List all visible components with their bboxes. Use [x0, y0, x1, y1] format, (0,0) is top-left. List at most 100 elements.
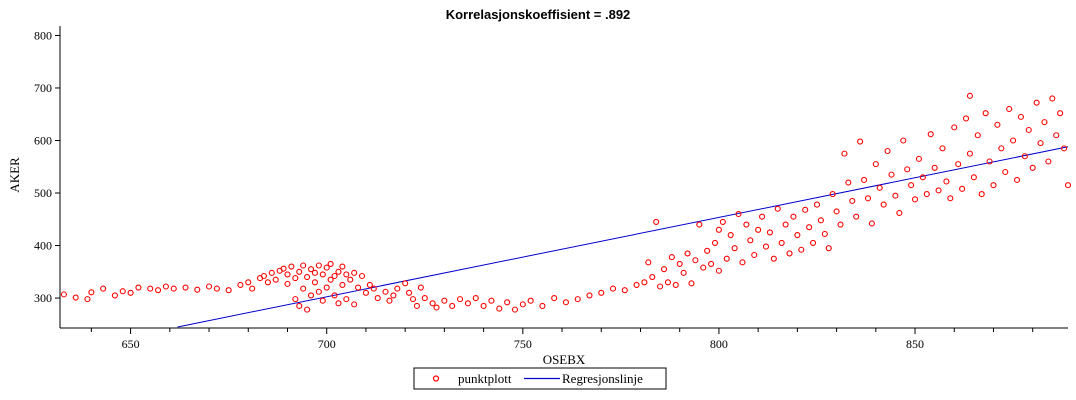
scatter-point	[817, 217, 824, 224]
scatter-point	[755, 226, 762, 233]
scatter-point	[982, 110, 989, 117]
scatter-point	[433, 304, 440, 311]
scatter-point	[896, 209, 903, 217]
scatter-point	[778, 239, 785, 246]
scatter-point	[429, 300, 436, 307]
scatter-point	[135, 284, 142, 291]
scatter-point	[762, 243, 770, 250]
scatter-point	[402, 280, 409, 287]
scatter-point	[311, 279, 318, 286]
scatter-point	[472, 295, 479, 302]
y-tick-label: 800	[34, 28, 52, 42]
scatter-point	[284, 271, 291, 278]
scatter-point	[362, 289, 369, 296]
scatter-point	[939, 145, 946, 152]
scatter-point	[884, 147, 891, 155]
scatter-point	[1029, 164, 1036, 171]
scatter-point	[421, 295, 428, 302]
scatter-point	[947, 195, 954, 202]
scatter-point	[339, 263, 346, 270]
scatter-point	[864, 195, 872, 202]
scatter-point	[970, 174, 977, 181]
scatter-point	[711, 239, 719, 246]
scatter-point	[304, 306, 311, 313]
scatter-point	[162, 283, 169, 290]
scatter-point	[292, 296, 299, 303]
scatter-point	[323, 264, 330, 271]
scatter-point	[692, 257, 699, 264]
scatter-point	[84, 296, 91, 303]
scatter-point	[727, 231, 734, 239]
scatter-point	[457, 296, 464, 303]
scatter-point	[790, 213, 797, 220]
scatter-point	[1064, 182, 1072, 189]
scatter-point	[684, 250, 691, 257]
scatter-point	[700, 264, 707, 271]
scatter-point	[990, 182, 997, 189]
legend-label-regresjonslinje: Regresjonslinje	[562, 371, 643, 386]
scatter-point	[225, 287, 232, 294]
scatter-point	[343, 296, 350, 303]
scatter-point	[966, 92, 973, 99]
scatter-point	[911, 196, 919, 203]
scatter-point	[806, 224, 813, 231]
scatter-point	[802, 206, 809, 213]
x-tick-label: 750	[514, 337, 532, 351]
scatter-point	[284, 280, 291, 287]
scatter-point	[986, 158, 993, 165]
scatter-point	[351, 301, 358, 308]
scatter-point	[339, 281, 346, 288]
scatter-point	[825, 245, 832, 252]
scatter-point	[719, 218, 726, 225]
scatter-point	[296, 302, 303, 309]
chart-title: Korrelasjonskoeffisient = .892	[446, 7, 631, 22]
scatter-point	[409, 296, 417, 303]
scatter-point	[260, 272, 268, 280]
scatter-point	[1006, 105, 1013, 113]
scatter-point	[417, 284, 424, 291]
scatter-point	[119, 288, 126, 295]
scatter-point	[1002, 168, 1009, 176]
scatter-point	[872, 161, 879, 168]
scatter-point	[837, 221, 844, 228]
scatter-point	[743, 221, 750, 228]
scatter-point	[264, 279, 271, 286]
scatter-point	[394, 285, 401, 292]
scatter-point	[311, 269, 318, 276]
scatter-point	[739, 259, 746, 266]
scatter-point	[358, 272, 366, 280]
scatter-point	[307, 266, 315, 273]
scatter-point	[774, 205, 781, 212]
scatter-point	[849, 197, 856, 204]
scatter-point	[304, 274, 311, 281]
scatter-point	[1017, 113, 1024, 120]
scatter-point	[829, 191, 836, 198]
scatter-point	[919, 174, 926, 181]
scatter-point	[609, 285, 617, 292]
scatter-point	[213, 285, 220, 292]
scatter-point	[300, 285, 307, 292]
scatter-point	[735, 210, 742, 218]
scatter-point	[127, 289, 134, 296]
scatter-point	[1021, 153, 1028, 160]
scatter-point	[100, 285, 107, 292]
scatter-point	[641, 279, 648, 286]
scatter-point	[586, 292, 593, 299]
scatter-point	[841, 150, 848, 157]
scatter-point	[649, 274, 656, 281]
scatter-point	[821, 230, 828, 238]
scatter-point	[766, 229, 773, 236]
scatter-point	[672, 281, 679, 288]
scatter-point	[598, 289, 605, 296]
y-tick-label: 300	[34, 291, 52, 305]
scatter-point	[245, 279, 252, 286]
scatter-point	[974, 132, 981, 139]
scatter-point	[1057, 110, 1064, 117]
scatter-point	[998, 145, 1005, 152]
scatter-point	[272, 276, 279, 283]
scatter-point	[315, 262, 322, 269]
scatter-point	[927, 131, 934, 138]
scatter-point	[845, 179, 852, 186]
scatter-point	[653, 218, 660, 225]
